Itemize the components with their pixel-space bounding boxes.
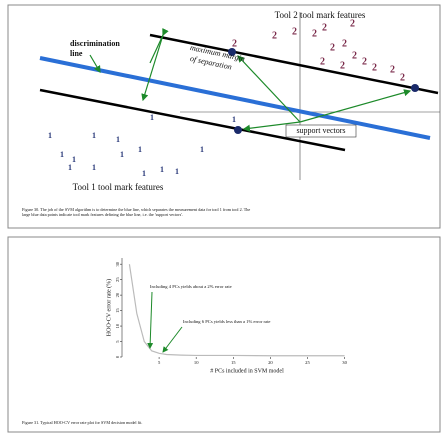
class2-point: 2 (400, 72, 405, 83)
annotation: Including 4 PCs yields about a 2% error … (150, 284, 232, 289)
error-rate-chart: 0 5 10 15 20 25 30 5 10 15 20 25 30 # PCs included in… (105, 258, 348, 374)
x-axis-label: # PCs included in SVM model (210, 368, 284, 374)
class2-point: 2 (312, 28, 317, 39)
margin-line (39, 88, 346, 152)
class2-point: 2 (352, 50, 357, 61)
arrow (89, 54, 101, 74)
arrow (141, 34, 164, 102)
y-tick-label: 30 (115, 261, 120, 266)
class1-point: 1 (232, 115, 236, 124)
arrow (299, 89, 412, 123)
y-tick-label: 20 (115, 292, 120, 297)
arrow (147, 291, 154, 349)
class1-point: 1 (60, 150, 64, 159)
class1-point: 1 (200, 145, 204, 154)
class2-point: 2 (340, 60, 345, 71)
class2-point: 2 (372, 62, 377, 73)
arrow (149, 28, 169, 64)
class1-point: 1 (116, 135, 120, 144)
class1-point: 1 (92, 163, 96, 172)
support-vector (228, 48, 236, 56)
class1-point: 1 (138, 145, 142, 154)
x-tick-label: 5 (158, 360, 161, 365)
y-tick-label: 0 (115, 355, 120, 358)
class2-point: 2 (292, 26, 297, 37)
class2-point: 2 (342, 38, 347, 49)
class1-point: 1 (48, 131, 52, 140)
class2-point: 2 (320, 56, 325, 67)
class2-point: 2 (350, 18, 355, 29)
svm-diagram: support vectors Tool 2 tool mark feature… (22, 10, 440, 218)
class2-point: 2 (362, 56, 367, 67)
figure-frame (7, 4, 441, 229)
discrimination-label: discrimination line (70, 39, 120, 58)
tool1-label: Tool 1 tool mark features (73, 182, 164, 192)
class1-point: 1 (72, 155, 76, 164)
x-tick-label: 25 (305, 360, 310, 365)
class2-point: 2 (330, 42, 335, 53)
y-axis-label: HOO-CV error rate (%) (105, 279, 112, 336)
data-line (128, 264, 345, 357)
annotation: Including 6 PCs yields less than a 1% er… (183, 319, 270, 324)
arrow (242, 121, 301, 132)
class1-point: 1 (68, 163, 72, 172)
x-tick-label: 10 (194, 360, 199, 365)
class1-point: 1 (142, 169, 146, 178)
margin-line (149, 33, 439, 95)
class1-point: 1 (120, 150, 124, 159)
x-tick-label: 20 (268, 360, 273, 365)
x-tick-label: 15 (231, 360, 236, 365)
support-vectors-label: support vectors (296, 126, 345, 135)
x-tick-label: 30 (342, 360, 347, 365)
class1-point: 1 (175, 167, 179, 176)
arrow (162, 326, 183, 353)
y-tick-label: 25 (115, 277, 120, 282)
support-vector (234, 126, 242, 134)
discrimination-line (39, 56, 431, 140)
class1-point: 1 (160, 165, 164, 174)
tool2-label: Tool 2 tool mark features (275, 10, 366, 20)
class2-point: 2 (390, 64, 395, 75)
figure-caption: Figure 31. Typical HOO-CV error rate plo… (22, 420, 142, 425)
class1-point: 1 (150, 113, 154, 122)
y-tick-label: 5 (115, 340, 120, 343)
class2-point: 2 (272, 30, 277, 41)
class2-point: 2 (232, 38, 237, 49)
class1-point: 1 (92, 131, 96, 140)
support-vector (411, 84, 419, 92)
figure-frame (7, 236, 441, 433)
arrow (237, 55, 301, 123)
figure-caption: Figure 30. The job of the SVM algorithm … (22, 207, 250, 218)
y-tick-label: 10 (115, 323, 120, 328)
y-tick-label: 15 (115, 308, 120, 313)
label-box (285, 124, 357, 138)
class2-point: 2 (322, 22, 327, 33)
